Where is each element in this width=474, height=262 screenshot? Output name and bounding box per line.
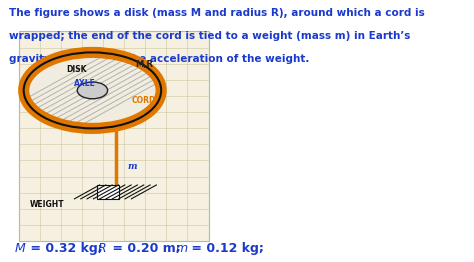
Text: CORD: CORD bbox=[132, 96, 156, 105]
Text: = 0.32 kg;: = 0.32 kg; bbox=[26, 242, 103, 255]
Text: $\it{m}$: $\it{m}$ bbox=[175, 242, 189, 255]
Text: The figure shows a disk (mass M and radius R), around which a cord is: The figure shows a disk (mass M and radi… bbox=[9, 8, 425, 18]
Text: = 0.12 kg;: = 0.12 kg; bbox=[187, 242, 264, 255]
Text: M,R: M,R bbox=[135, 60, 153, 69]
Text: m: m bbox=[127, 162, 137, 171]
Bar bbox=[19, 31, 209, 241]
Circle shape bbox=[24, 52, 161, 128]
Text: AXLE: AXLE bbox=[73, 79, 95, 88]
Text: WEIGHT: WEIGHT bbox=[30, 200, 65, 209]
Text: wrapped; the end of the cord is tied to a weight (mass m) in Earth’s: wrapped; the end of the cord is tied to … bbox=[9, 31, 411, 41]
Text: gravity.  Determine the acceleration of the weight.: gravity. Determine the acceleration of t… bbox=[9, 54, 310, 64]
Text: = 0.20 m;: = 0.20 m; bbox=[108, 242, 181, 255]
Circle shape bbox=[77, 82, 108, 99]
Text: $\it{M}$: $\it{M}$ bbox=[14, 242, 27, 255]
Text: DISK: DISK bbox=[66, 65, 87, 74]
Text: $\it{R}$: $\it{R}$ bbox=[97, 242, 107, 255]
Bar bbox=[97, 185, 119, 199]
